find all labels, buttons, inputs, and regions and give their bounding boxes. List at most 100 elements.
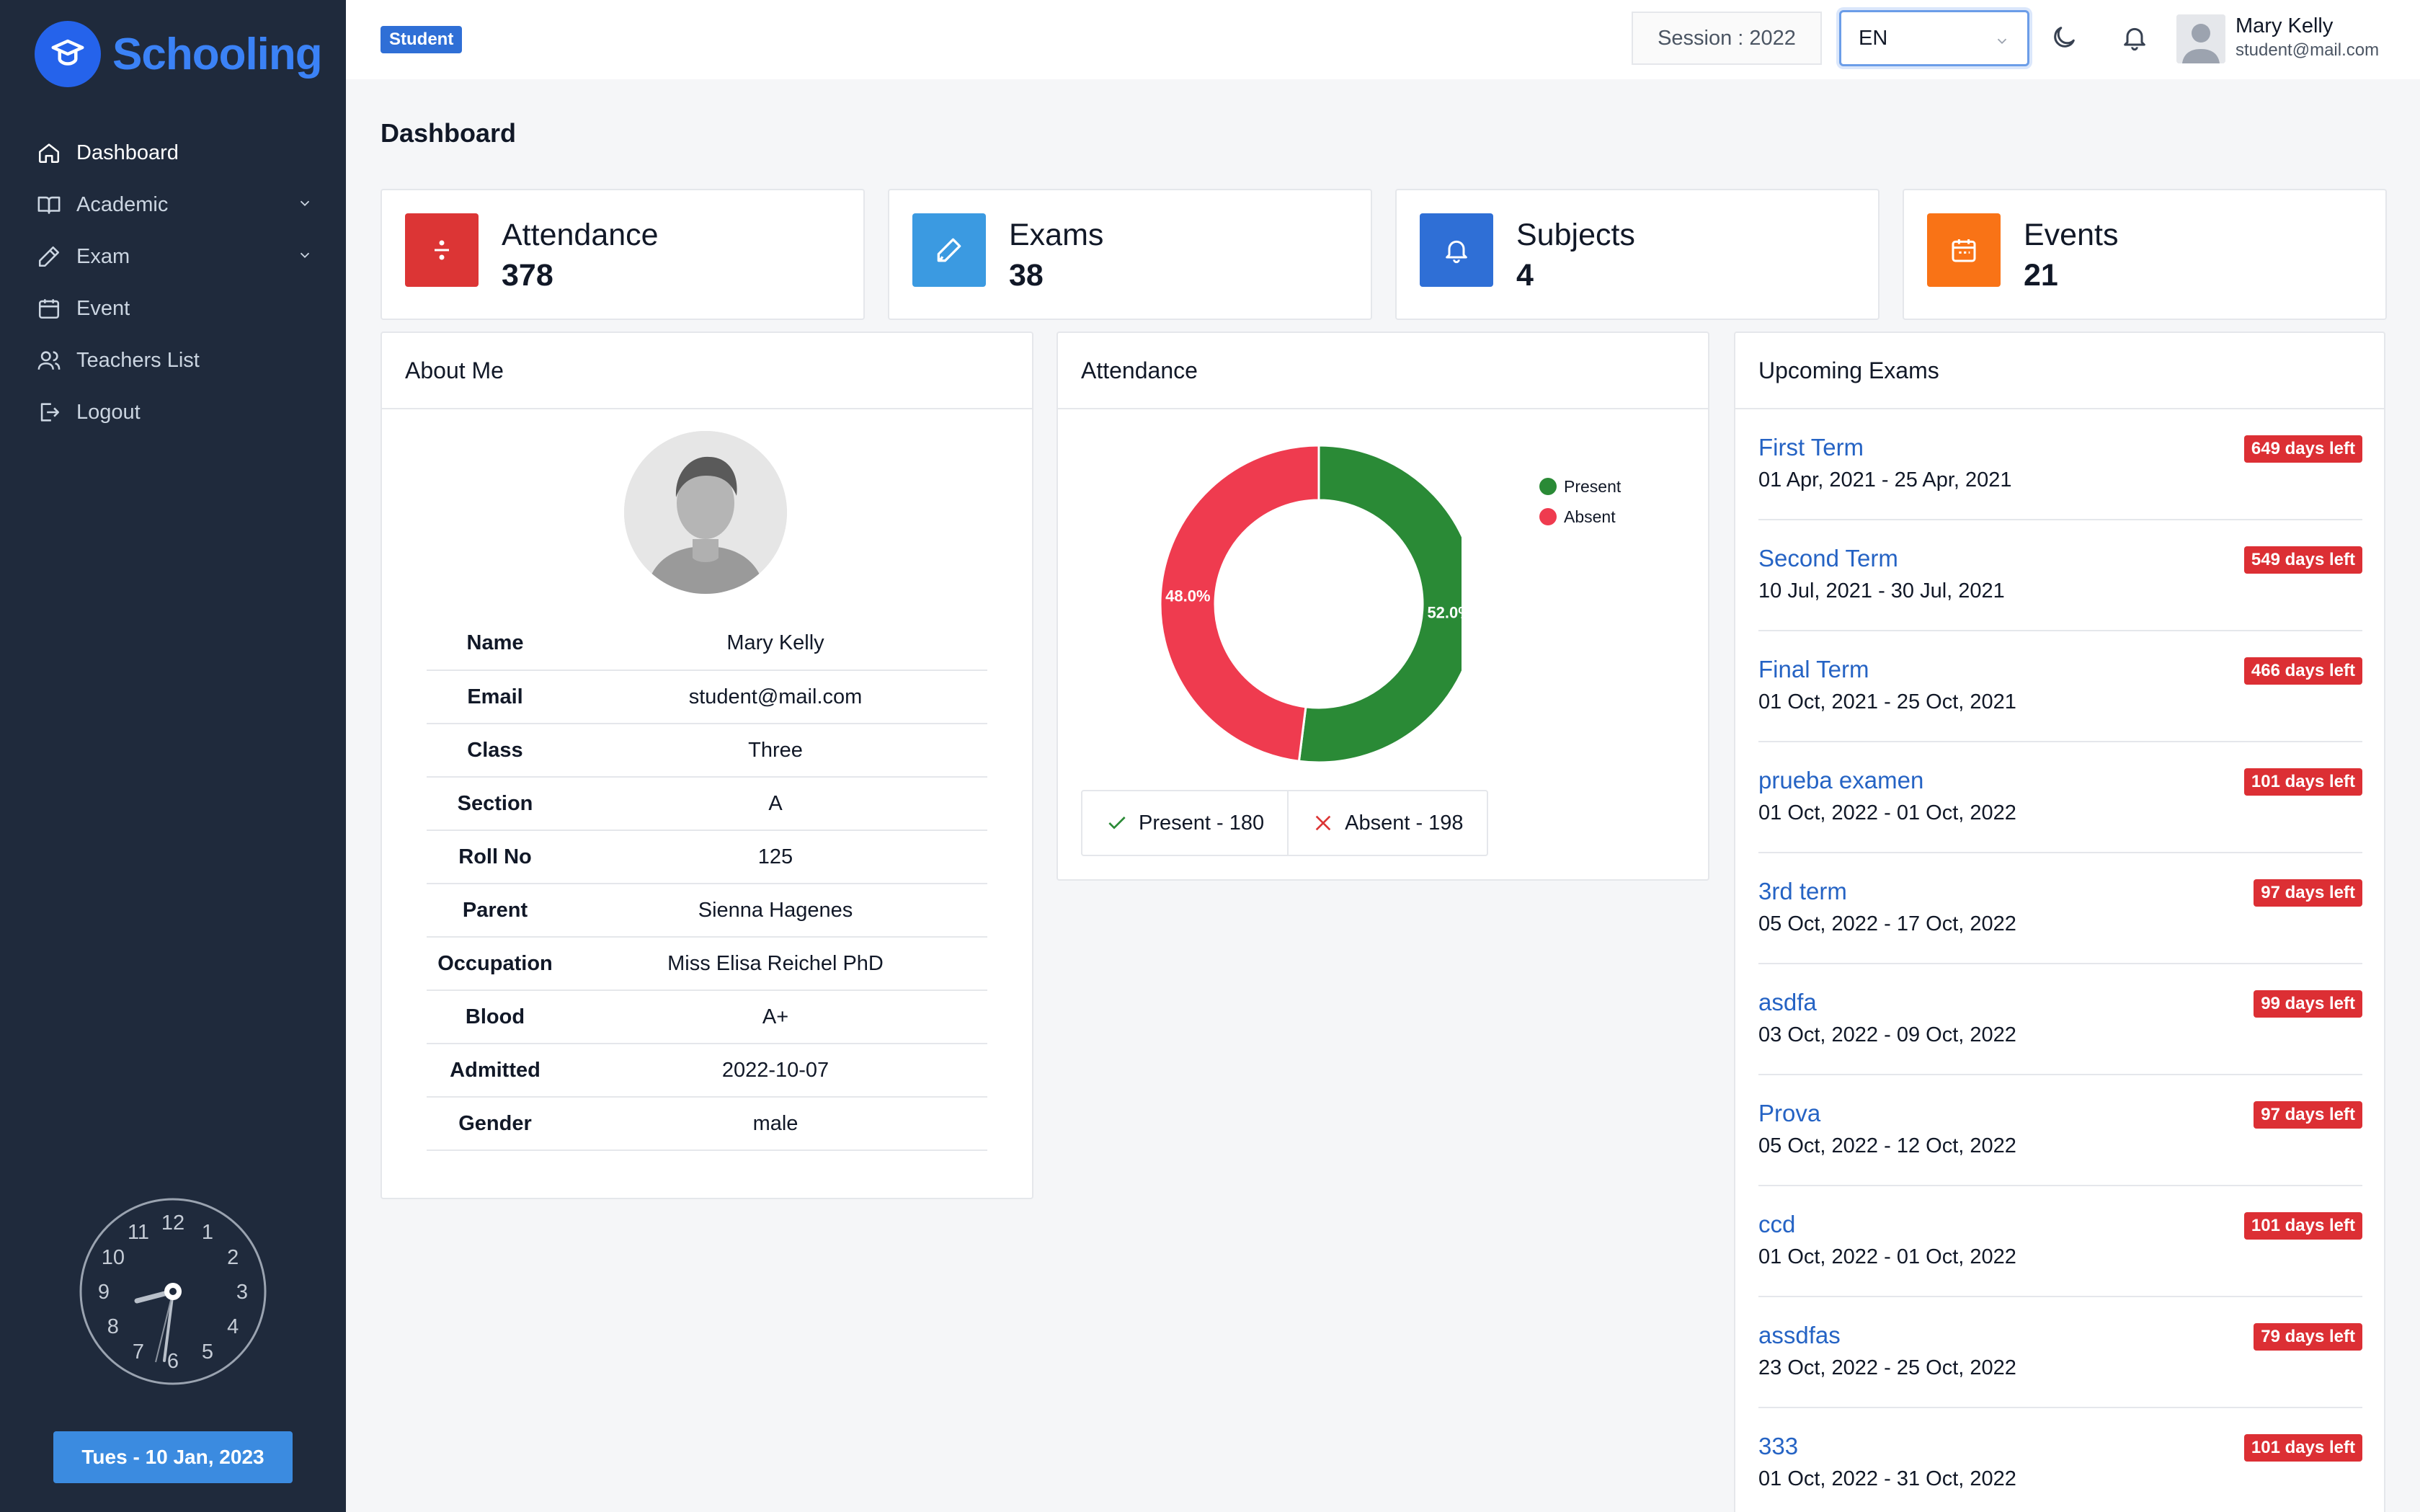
slice-label: 48.0% [1165,587,1210,605]
avatar[interactable] [2176,14,2225,63]
sidebar-item-label: Teachers List [76,348,200,372]
profile-table: Name Mary Kelly Email student@mail.com Class… [427,617,987,1151]
exam-name-link[interactable]: ccd [1758,1211,1796,1237]
sidebar-item-academic[interactable]: Academic [0,179,346,231]
legend-item-absent[interactable]: Absent [1539,502,1621,532]
bell-icon [1420,213,1493,287]
close-icon [1315,815,1331,831]
exam-name-link[interactable]: First Term [1758,434,1864,461]
stat-label: Attendance [502,218,659,252]
calendar-icon [1927,213,2001,287]
list-item: Prova 05 Oct, 2022 - 12 Oct, 2022 97 days … [1758,1075,2362,1186]
exam-name-link[interactable]: asdfa [1758,989,1817,1015]
table-row: Blood A+ [427,990,987,1044]
sidebar-item-label: Dashboard [76,141,179,164]
home-icon [36,140,62,166]
moon-icon[interactable] [2050,23,2078,55]
sidebar-item-teachers-list[interactable]: Teachers List [0,334,346,386]
stat-value: 38 [1009,258,1044,293]
list-item: asdfa 03 Oct, 2022 - 09 Oct, 2022 99 days … [1758,964,2362,1075]
exam-name-link[interactable]: Second Term [1758,545,1898,572]
brand[interactable]: Schooling [35,20,323,88]
divide-icon [405,213,479,287]
present-summary: Present - 180 [1082,791,1287,855]
table-row: Class Three [427,724,987,778]
stat-label: Events [2024,218,2119,252]
row-value: student@mail.com [564,670,987,724]
list-item: Second Term 10 Jul, 2021 - 30 Jul, 2021 54… [1758,520,2362,631]
users-icon [36,347,62,373]
language-select[interactable]: EN [1839,10,2029,66]
row-value: A [564,777,987,831]
exam-name-link[interactable]: Prova [1758,1100,1821,1126]
table-row: Section A [427,777,987,831]
top-header: Student Session : 2022 EN Mary Kelly stu… [346,0,2420,79]
attendance-panel: Attendance 52.0% 48.0% Present Absent Pre… [1056,332,1709,881]
absent-summary: Absent - 198 [1287,791,1486,855]
user-name: Mary Kelly [2236,14,2334,37]
table-row: Admitted 2022-10-07 [427,1044,987,1098]
row-key: Name [427,617,564,671]
row-value: Sienna Hagenes [564,884,987,938]
exam-dates: 01 Oct, 2022 - 01 Oct, 2022 [1758,801,2016,824]
days-left-badge: 549 days left [2243,546,2362,574]
days-left-badge: 101 days left [2243,1434,2362,1462]
chevron-down-icon [297,245,313,269]
legend-dot [1539,508,1557,525]
row-value: Three [564,724,987,778]
stat-card-attendance[interactable]: Attendance 378 [381,189,865,320]
session-selector[interactable]: Session : 2022 [1632,12,1822,65]
role-badge: Student [381,26,463,53]
exam-dates: 10 Jul, 2021 - 30 Jul, 2021 [1758,579,2005,602]
exam-name-link[interactable]: prueba examen [1758,767,1924,793]
stat-card-exams[interactable]: Exams 38 [888,189,1372,320]
stat-card-subjects[interactable]: Subjects 4 [1395,189,1879,320]
exam-name-link[interactable]: Final Term [1758,656,1869,682]
sidebar-item-exam[interactable]: Exam [0,231,346,283]
list-item: Final Term 01 Oct, 2021 - 25 Oct, 2021 466… [1758,631,2362,742]
days-left-badge: 97 days left [2254,879,2362,907]
row-key: Parent [427,884,564,938]
days-left-badge: 99 days left [2254,990,2362,1018]
panel-title: About Me [382,333,1032,409]
exam-dates: 05 Oct, 2022 - 17 Oct, 2022 [1758,912,2016,935]
row-key: Admitted [427,1044,564,1098]
sidebar-item-label: Exam [76,244,130,268]
row-key: Class [427,724,564,778]
exam-name-link[interactable]: 3rd term [1758,878,1847,904]
clock-number: 2 [227,1246,239,1269]
legend-item-present[interactable]: Present [1539,471,1621,502]
row-key: Occupation [427,937,564,991]
slice-label: 52.0% [1427,603,1462,621]
table-row: Name Mary Kelly [427,617,987,671]
row-value: Miss Elisa Reichel PhD [564,937,987,991]
language-value: EN [1859,26,1888,50]
clock-number: 11 [128,1221,149,1244]
sidebar-item-event[interactable]: Event [0,283,346,334]
row-key: Blood [427,990,564,1044]
sidebar-item-label: Logout [76,400,141,424]
avatar [624,431,787,594]
bell-icon[interactable] [2120,23,2149,55]
sidebar-item-logout[interactable]: Logout [0,386,346,438]
logout-icon [36,399,62,425]
pie-slice-absent[interactable] [1159,444,1320,762]
stat-card-events[interactable]: Events 21 [1903,189,2387,320]
clock-number: 10 [102,1246,125,1269]
brand-name: Schooling [112,29,323,79]
stat-value: 21 [2024,258,2058,293]
clock-number: 7 [133,1340,144,1364]
sidebar-item-dashboard[interactable]: Dashboard [0,127,346,179]
chart-legend: Present Absent [1539,471,1621,532]
pie-slice-present[interactable] [1297,444,1462,764]
present-count: Present - 180 [1139,811,1265,835]
date-button[interactable]: Tues - 10 Jan, 2023 [53,1431,293,1483]
exam-name-link[interactable]: assdfas [1758,1322,1841,1348]
clock-number: 1 [202,1221,213,1244]
panel-title: Attendance [1058,333,1708,409]
exam-name-link[interactable]: 333 [1758,1433,1799,1459]
row-key: Section [427,777,564,831]
clock-number: 9 [98,1281,110,1304]
clock-number: 3 [236,1281,248,1304]
